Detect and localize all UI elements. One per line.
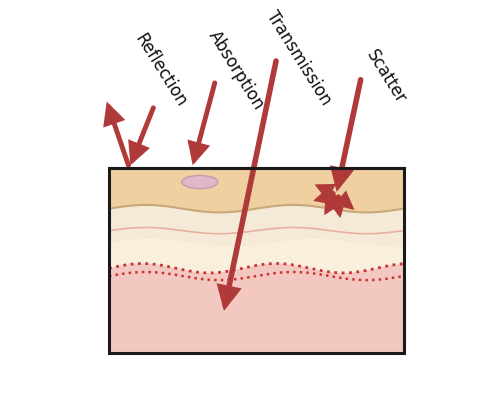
Polygon shape [109, 205, 404, 247]
Text: Scatter: Scatter [363, 47, 410, 107]
Ellipse shape [182, 175, 218, 188]
Text: Absorption: Absorption [204, 28, 268, 114]
Polygon shape [109, 239, 404, 273]
Bar [109, 168, 404, 353]
Text: Transmission: Transmission [262, 8, 334, 109]
Polygon shape [109, 168, 404, 212]
Polygon shape [109, 263, 404, 353]
Text: Reflection: Reflection [131, 31, 190, 111]
